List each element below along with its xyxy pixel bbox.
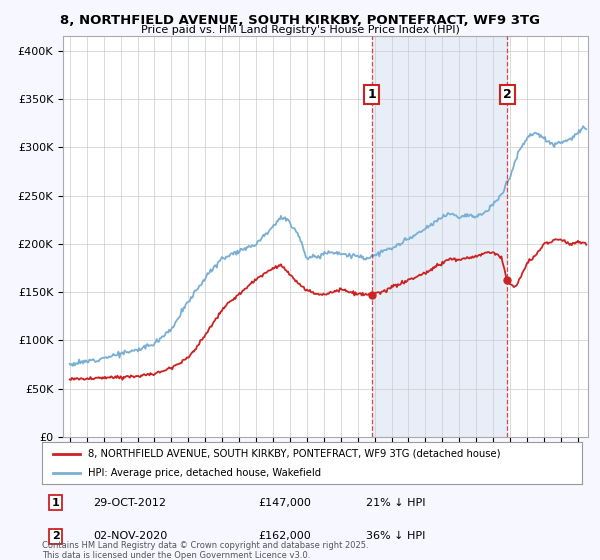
Text: 2: 2: [52, 531, 59, 541]
Text: £147,000: £147,000: [258, 498, 311, 507]
Text: 1: 1: [52, 498, 59, 507]
Text: Price paid vs. HM Land Registry's House Price Index (HPI): Price paid vs. HM Land Registry's House …: [140, 25, 460, 35]
Text: 1: 1: [367, 88, 376, 101]
Text: 8, NORTHFIELD AVENUE, SOUTH KIRKBY, PONTEFRACT, WF9 3TG: 8, NORTHFIELD AVENUE, SOUTH KIRKBY, PONT…: [60, 14, 540, 27]
Text: Contains HM Land Registry data © Crown copyright and database right 2025.
This d: Contains HM Land Registry data © Crown c…: [42, 540, 368, 560]
Text: 02-NOV-2020: 02-NOV-2020: [94, 531, 167, 541]
Text: 8, NORTHFIELD AVENUE, SOUTH KIRKBY, PONTEFRACT, WF9 3TG (detached house): 8, NORTHFIELD AVENUE, SOUTH KIRKBY, PONT…: [88, 449, 500, 459]
Text: 21% ↓ HPI: 21% ↓ HPI: [366, 498, 425, 507]
Text: 2: 2: [503, 88, 512, 101]
Text: 36% ↓ HPI: 36% ↓ HPI: [366, 531, 425, 541]
Bar: [372, 36, 508, 437]
Text: 29-OCT-2012: 29-OCT-2012: [94, 498, 166, 507]
Text: HPI: Average price, detached house, Wakefield: HPI: Average price, detached house, Wake…: [88, 468, 321, 478]
Text: £162,000: £162,000: [258, 531, 311, 541]
